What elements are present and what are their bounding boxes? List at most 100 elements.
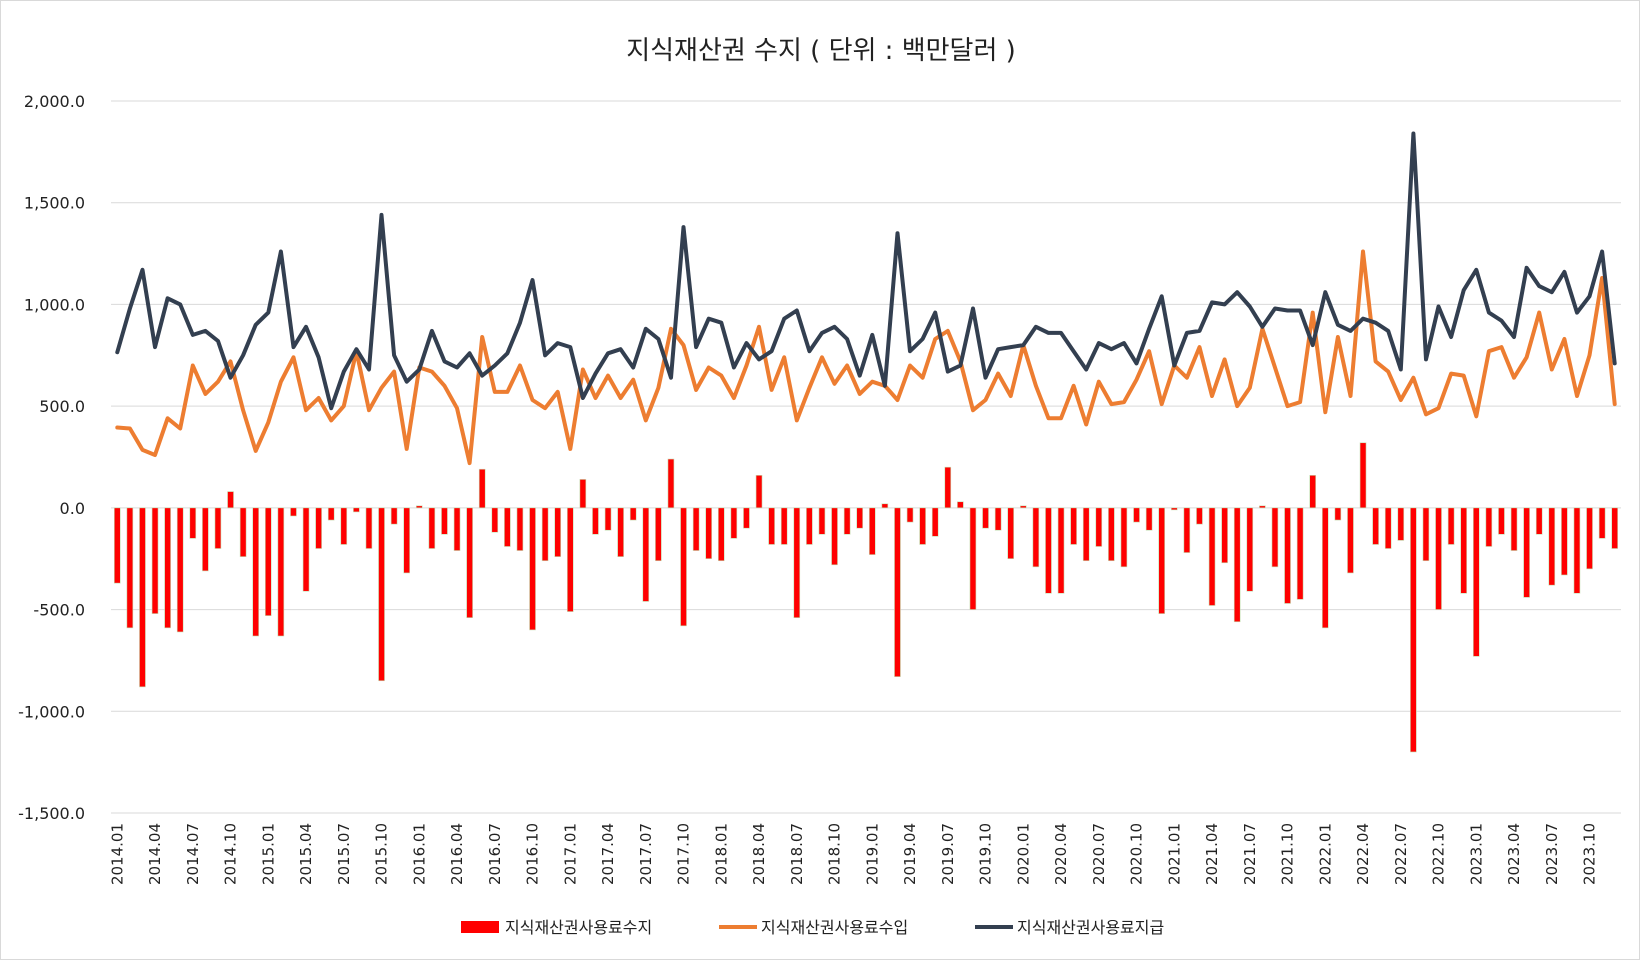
x-tick-label: 2022.01 bbox=[1316, 823, 1334, 885]
balance-bar bbox=[1472, 507, 1480, 657]
x-tick-label: 2021.07 bbox=[1241, 823, 1259, 885]
x-tick-label: 2021.10 bbox=[1279, 823, 1297, 885]
balance-bar bbox=[931, 507, 939, 537]
balance-bar bbox=[1372, 507, 1379, 545]
balance-bar bbox=[1447, 507, 1455, 545]
balance-bar bbox=[415, 505, 423, 509]
balance-bar bbox=[1347, 507, 1354, 574]
balance-bar bbox=[1108, 507, 1115, 562]
y-axis-ticks: -1,500.0 -1,000.0 -500.0 0.0 500.0 1,000.0 1,5… bbox=[18, 92, 85, 823]
balance-bar bbox=[743, 507, 750, 529]
legend-label-receipts: 지식재산권사용료수입 bbox=[761, 918, 908, 937]
balance-bar bbox=[264, 507, 272, 616]
balance-bar bbox=[541, 507, 549, 562]
balance-bar bbox=[705, 507, 713, 560]
balance-bar bbox=[327, 507, 335, 521]
balance-bar bbox=[290, 507, 297, 517]
balance-bar bbox=[994, 507, 1002, 531]
balance-bar bbox=[1120, 507, 1128, 568]
balance-bar bbox=[1095, 507, 1103, 547]
balance-bar bbox=[1334, 507, 1342, 521]
balance-bar bbox=[1007, 507, 1015, 560]
balance-bar bbox=[806, 507, 813, 545]
balance-bar bbox=[944, 466, 952, 509]
x-tick-label: 2019.01 bbox=[863, 823, 881, 885]
balance-bar bbox=[1070, 507, 1077, 545]
x-tick-label: 2018.04 bbox=[750, 823, 768, 885]
balance-bar bbox=[1397, 507, 1405, 541]
x-tick-label: 2022.07 bbox=[1392, 823, 1410, 885]
balance-bar bbox=[1296, 507, 1304, 600]
balance-bar bbox=[1032, 507, 1040, 568]
balance-bar bbox=[139, 507, 146, 688]
balance-bar bbox=[239, 507, 247, 557]
balance-bar bbox=[1460, 507, 1468, 594]
x-tick-label: 2022.04 bbox=[1354, 823, 1372, 885]
balance-bar bbox=[315, 507, 322, 549]
x-tick-label: 2020.04 bbox=[1052, 823, 1070, 885]
x-tick-label: 2021.04 bbox=[1203, 823, 1221, 885]
x-tick-label: 2014.07 bbox=[184, 823, 202, 885]
balance-bar bbox=[604, 507, 612, 531]
balance-bar bbox=[340, 507, 348, 545]
balance-bar bbox=[428, 507, 436, 549]
balance-bar bbox=[768, 507, 775, 545]
balance-bar bbox=[516, 507, 524, 551]
balance-bar bbox=[1548, 507, 1556, 586]
x-tick-label: 2015.10 bbox=[373, 823, 391, 885]
balance-bar bbox=[1196, 507, 1203, 525]
balance-bar bbox=[843, 507, 851, 535]
balance-bar bbox=[529, 507, 536, 631]
balance-bar bbox=[730, 507, 738, 539]
balance-bar bbox=[1561, 507, 1568, 576]
x-tick-label: 2017.07 bbox=[637, 823, 655, 885]
balance-bar bbox=[1183, 507, 1191, 553]
balance-bar bbox=[453, 507, 461, 551]
balance-bar bbox=[642, 507, 650, 602]
balance-bar bbox=[227, 491, 234, 509]
balance-bar bbox=[1221, 507, 1228, 564]
balance-bar bbox=[126, 507, 134, 629]
balance-bar bbox=[1271, 507, 1279, 568]
balance-bar bbox=[202, 507, 209, 572]
balance-bar bbox=[755, 475, 763, 509]
balance-bar bbox=[1057, 507, 1065, 594]
x-tick-label: 2019.10 bbox=[977, 823, 995, 885]
balance-bar bbox=[1246, 507, 1254, 592]
balance-bar bbox=[554, 507, 562, 557]
balance-bar bbox=[1170, 507, 1178, 511]
x-axis-ticks: 2014.01 2014.04 2014.07 2014.10 2015.01 2015.… bbox=[108, 823, 1598, 885]
x-tick-label: 2018.01 bbox=[712, 823, 730, 885]
balance-bar bbox=[592, 507, 599, 535]
x-tick-label: 2018.10 bbox=[826, 823, 844, 885]
x-tick-label: 2016.07 bbox=[486, 823, 504, 885]
x-tick-label: 2014.04 bbox=[146, 823, 164, 885]
x-tick-label: 2014.10 bbox=[222, 823, 240, 885]
balance-bar bbox=[894, 507, 901, 678]
balance-bar bbox=[252, 507, 260, 637]
balance-bar bbox=[164, 507, 171, 629]
x-tick-label: 2019.07 bbox=[939, 823, 957, 885]
y-tick-label: -1,500.0 bbox=[18, 804, 85, 823]
balance-bar bbox=[667, 458, 675, 509]
balance-bar bbox=[1284, 507, 1291, 604]
x-tick-label: 2023.07 bbox=[1543, 823, 1561, 885]
balance-bar bbox=[353, 507, 360, 513]
balance-bar bbox=[365, 507, 373, 549]
balance-bar bbox=[1233, 507, 1241, 623]
balance-bar bbox=[1145, 507, 1153, 531]
grid-layer bbox=[111, 100, 1621, 814]
balance-bar bbox=[957, 501, 964, 509]
balance-bar bbox=[1158, 507, 1166, 614]
balance-bar bbox=[277, 507, 285, 637]
x-tick-label: 2019.04 bbox=[901, 823, 919, 885]
balance-bar bbox=[1485, 507, 1493, 547]
balance-bar bbox=[1359, 442, 1367, 509]
x-tick-label: 2015.04 bbox=[297, 823, 315, 885]
balance-bar bbox=[793, 507, 801, 619]
y-tick-label: 2,000.0 bbox=[24, 92, 85, 111]
x-tick-label: 2014.01 bbox=[108, 823, 126, 885]
balance-bar bbox=[478, 468, 486, 509]
balance-bar bbox=[818, 507, 826, 535]
